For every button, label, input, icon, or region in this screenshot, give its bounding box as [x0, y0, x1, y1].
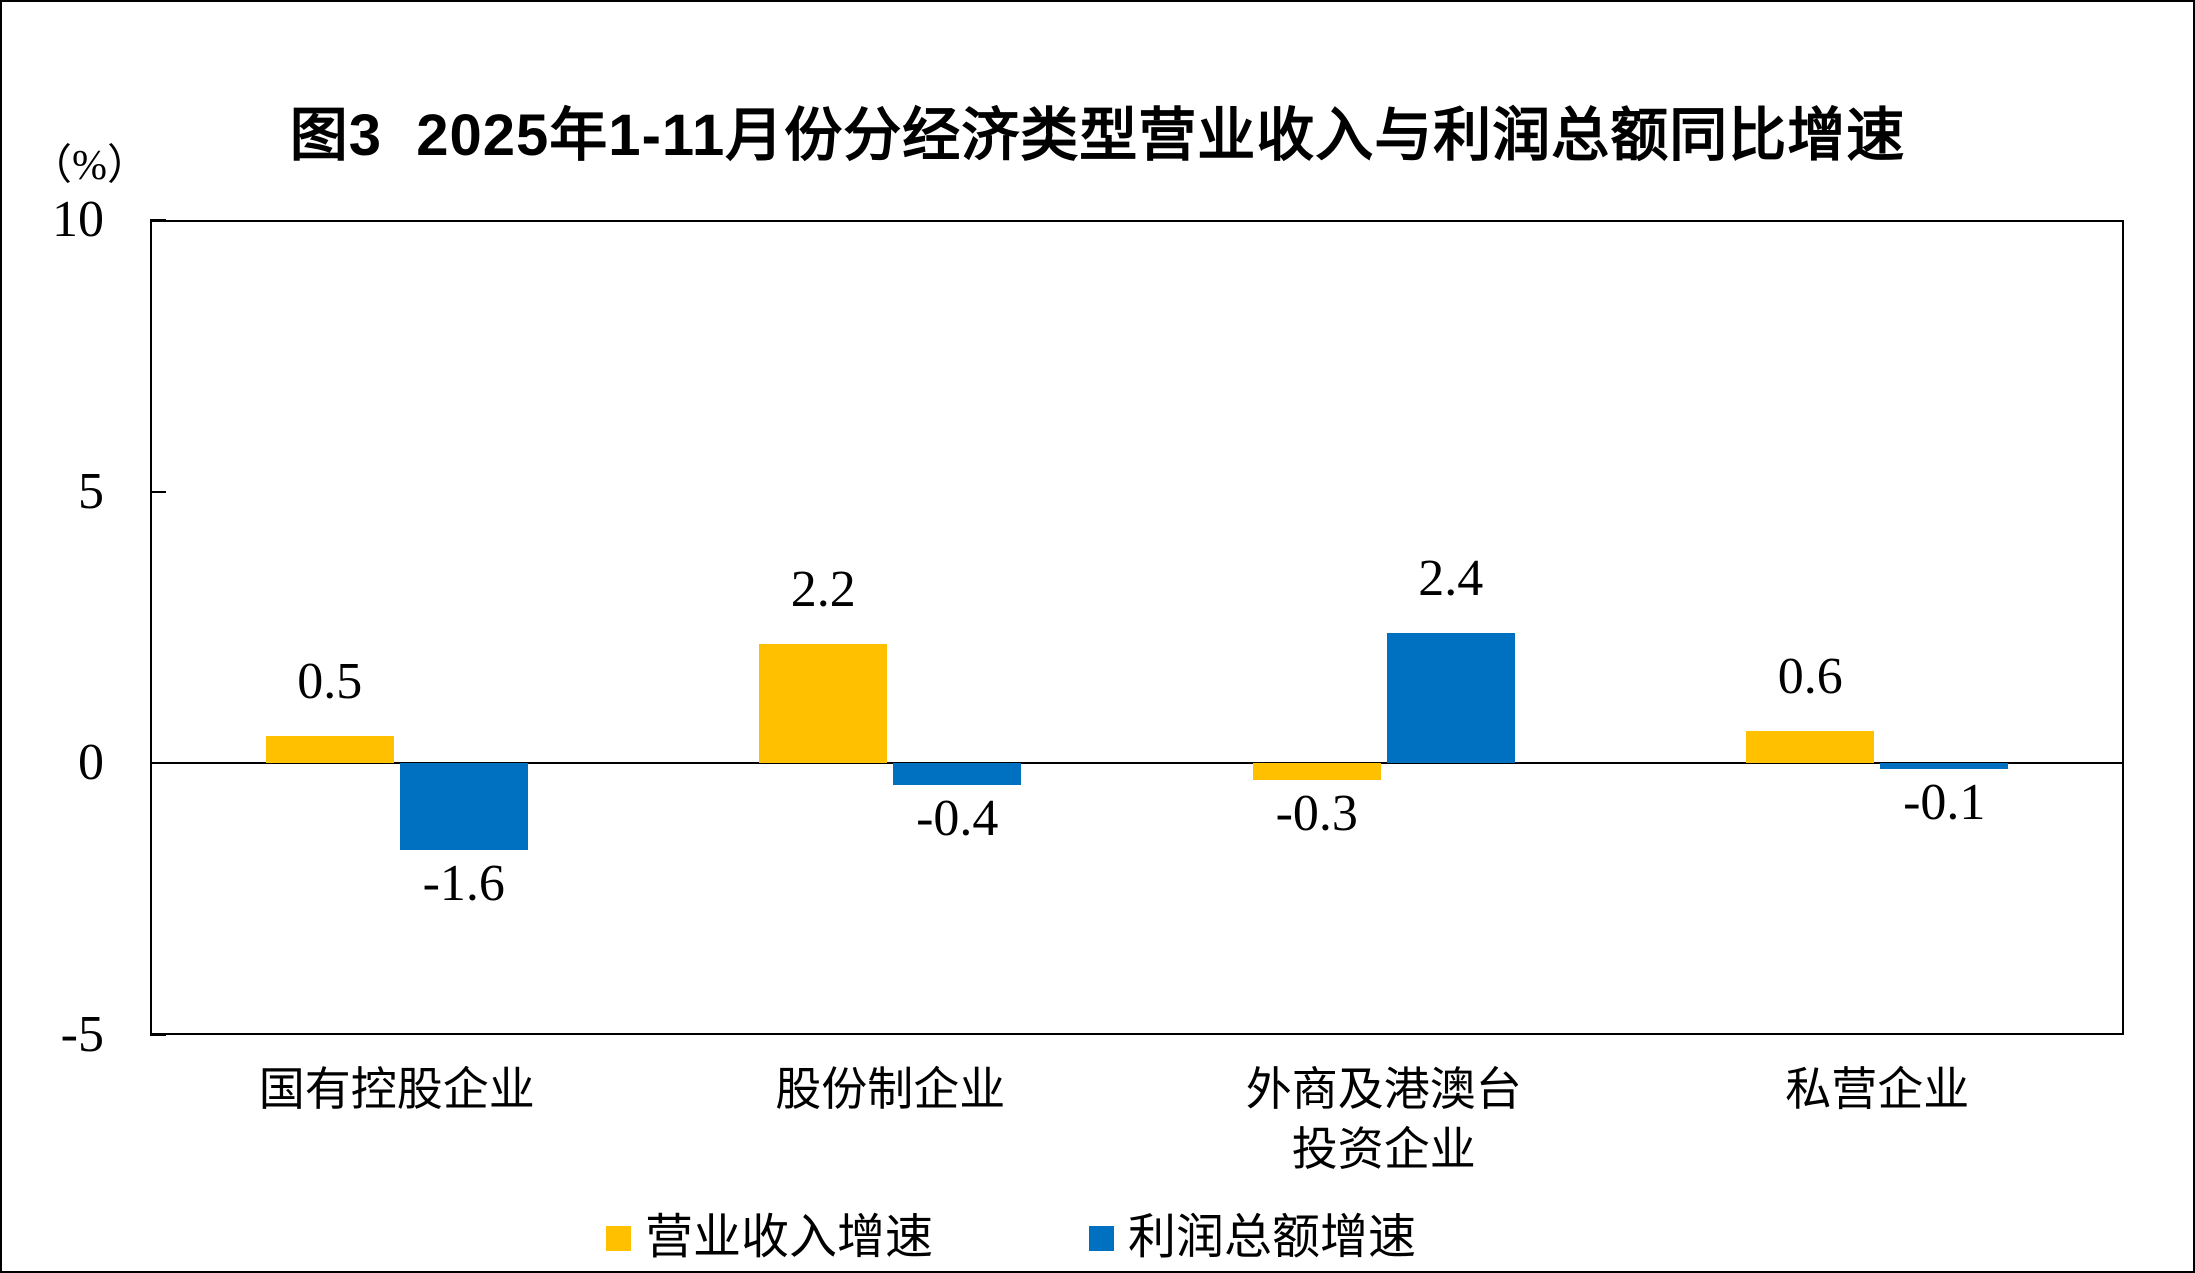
- zero-axis-line: [150, 762, 2124, 765]
- y-axis-tick-label: 0: [78, 734, 104, 792]
- x-axis-category-label: 外商及港澳台 投资企业: [1245, 1064, 1522, 1175]
- bar-data-label: 0.6: [1777, 647, 1843, 705]
- bar-data-label: 2.4: [1418, 549, 1484, 607]
- x-axis-category-label: 股份制企业: [775, 1064, 1006, 1115]
- y-axis-tick-label: 5: [78, 462, 104, 520]
- x-axis-category-label: 私营企业: [1785, 1064, 1970, 1115]
- y-axis-tick-mark: [150, 762, 166, 765]
- legend-swatch-revenue-growth: [606, 1225, 631, 1251]
- bar-s0-c2: [1252, 763, 1381, 780]
- bar-data-label: -0.3: [1275, 784, 1358, 842]
- bar-s1-c3: [1880, 763, 2009, 769]
- y-axis-tick-mark: [150, 490, 166, 493]
- legend-label-profit-growth: 利润总额增速: [1128, 1211, 1417, 1264]
- legend: 营业收入增速 利润总额增速: [606, 1210, 1416, 1266]
- chart-title: 图3 2025年1-11月份分经济类型营业收入与利润总额同比增速: [289, 103, 1906, 168]
- y-axis-tick-label: -5: [60, 1006, 104, 1063]
- bar-s1-c2: [1386, 632, 1515, 764]
- y-axis-tick-label: 10: [52, 191, 104, 248]
- bar-s0-c1: [759, 643, 888, 764]
- bar-data-label: 0.5: [297, 653, 363, 711]
- bar-data-label: -1.6: [422, 855, 505, 913]
- bar-data-label: -0.1: [1903, 773, 1986, 831]
- bar-s0-c0: [265, 736, 394, 764]
- bar-data-label: 2.2: [790, 560, 856, 618]
- plot-area: 0.5 2.2 -0.3 0.6 -1.6 -0.4 2.4 -0.1: [150, 219, 2124, 1036]
- bar-data-label: -0.4: [916, 790, 999, 848]
- legend-label-revenue-growth: 营业收入增速: [645, 1211, 934, 1264]
- bar-s0-c3: [1746, 730, 1875, 764]
- legend-swatch-profit-growth: [1089, 1225, 1115, 1251]
- plot-border: [150, 220, 2124, 1035]
- bar-s1-c1: [893, 763, 1022, 786]
- y-axis-tick-mark: [150, 1034, 166, 1036]
- legend-entry-profit-growth: 利润总额增速: [1089, 1210, 1416, 1266]
- y-axis-unit-label: （%）: [30, 143, 149, 189]
- legend-entry-revenue-growth: 营业收入增速: [606, 1210, 933, 1266]
- y-axis-tick-mark: [150, 219, 166, 221]
- x-axis-category-label: 国有控股企业: [258, 1064, 535, 1115]
- bar-s1-c0: [399, 763, 528, 851]
